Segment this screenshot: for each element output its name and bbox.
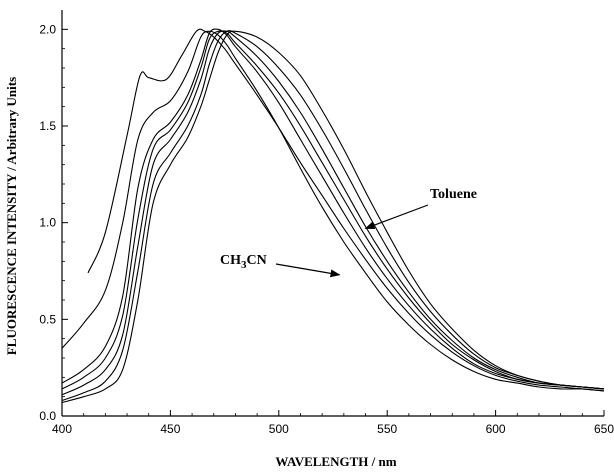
x-tick-label: 550 (377, 422, 397, 436)
annotation-ch3cn-label: CH3CN (220, 253, 267, 271)
y-tick-label: 2.0 (39, 22, 56, 36)
x-tick-label: 450 (160, 422, 180, 436)
x-tick-label: 400 (52, 422, 72, 436)
spectrum-line-6 (61, 30, 605, 402)
annotation-toluene-arrow (364, 204, 429, 230)
y-tick-label: 1.0 (39, 216, 56, 230)
x-axis-title: WAVELENGTH / nm (275, 454, 396, 469)
y-tick-label: 0.5 (39, 312, 56, 326)
y-tick-label: 0.0 (39, 409, 56, 423)
annotation-group: Toluene CH3CN (220, 187, 477, 278)
x-axis: 400 450 500 550 600 650 (52, 410, 614, 436)
spectrum-line-3 (61, 28, 605, 390)
x-tick-label: 600 (486, 422, 506, 436)
spectrum-line-7 (61, 30, 605, 404)
spectrum-line-4 (61, 30, 605, 390)
plot-area (61, 10, 604, 417)
spectrum-line-5 (61, 30, 605, 396)
x-tick-label: 500 (269, 422, 289, 436)
x-tick-label: 650 (594, 422, 614, 436)
spectrum-line-2 (61, 30, 605, 392)
annotation-toluene-label: Toluene (430, 187, 477, 202)
curve-group (61, 28, 605, 404)
annotation-ch3cn-arrow (275, 263, 341, 278)
y-tick-label: 1.5 (39, 119, 56, 133)
y-axis: 0.0 0.5 1.0 1.5 2.0 (39, 22, 68, 423)
spectrum-line-1 (87, 28, 605, 392)
y-axis-title: FLUORESCENCE INTENSITY / Arbitrary Units (4, 77, 19, 355)
